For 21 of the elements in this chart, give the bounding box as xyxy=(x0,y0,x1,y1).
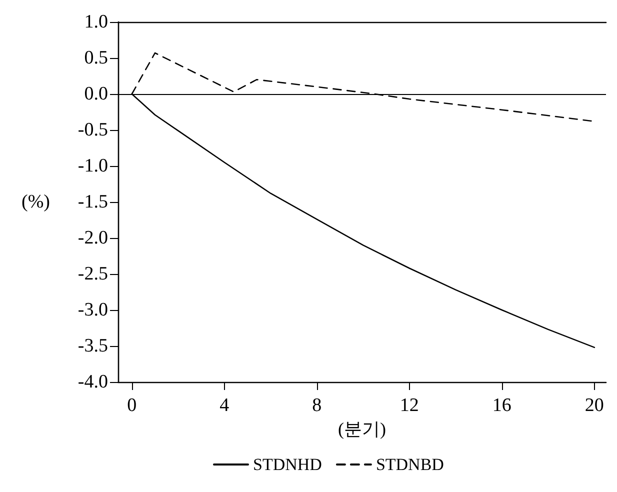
x-tick-label: 12 xyxy=(400,395,419,416)
y-tick-label: 0.5 xyxy=(84,48,108,68)
y-tick-label: -0.5 xyxy=(78,120,108,140)
y-tick-label: 1.0 xyxy=(84,12,108,32)
x-tick-label: 16 xyxy=(492,395,512,416)
y-tick-label: -2.5 xyxy=(78,264,108,284)
x-tick-label: 0 xyxy=(127,395,137,416)
legend-label: STDNHD xyxy=(253,455,322,474)
y-tick-label: -2.0 xyxy=(78,228,108,248)
x-tick-label: 4 xyxy=(220,395,230,416)
x-tick-label: 20 xyxy=(584,395,604,416)
y-axis-title: (%) xyxy=(22,192,50,212)
y-tick-label: -1.0 xyxy=(78,156,108,176)
legend-label: STDNBD xyxy=(376,455,444,474)
y-tick-label: 0.0 xyxy=(84,84,108,104)
x-tick-label: 8 xyxy=(312,395,322,416)
y-tick-label: -3.5 xyxy=(78,336,108,356)
y-tick-label: -1.5 xyxy=(78,192,108,212)
y-tick-label: -3.0 xyxy=(78,300,108,320)
y-tick-label: -4.0 xyxy=(78,372,108,392)
x-axis-title: (분기) xyxy=(338,418,386,439)
